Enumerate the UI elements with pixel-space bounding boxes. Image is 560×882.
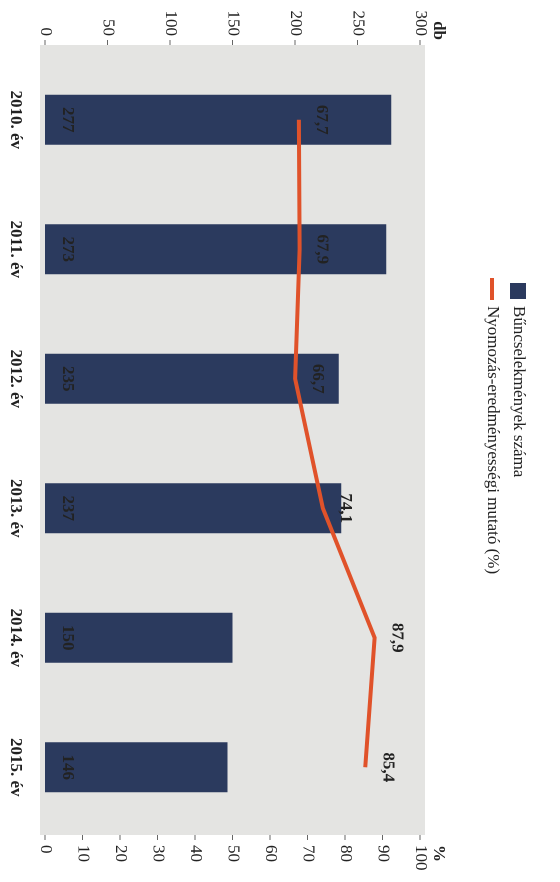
y2-tick-label: 60: [262, 845, 281, 862]
bar-value-label: 150: [59, 625, 78, 651]
rotated-chart: db % 0 50 100 150 200 250 300 0 10 20 30 40 50 60 70 80…: [7, 11, 529, 871]
y-tick-label: 200: [287, 11, 306, 37]
y2-tick-label: 90: [375, 845, 394, 862]
bar-value-label: 235: [59, 366, 78, 392]
bar: [45, 224, 387, 275]
legend-swatch: [510, 283, 526, 299]
line: [293, 119, 377, 768]
line-value-label: 67,7: [313, 105, 332, 135]
bar: [45, 483, 342, 534]
y-tick-label: 300: [412, 11, 431, 37]
line-value-label: 74,1: [337, 493, 356, 523]
line-value-label: 67,9: [314, 234, 333, 264]
x-tick-label: 2010. év: [7, 90, 26, 149]
y-tick-label: 50: [100, 19, 119, 36]
bar-value-label: 273: [59, 237, 78, 263]
bar-value-label: 146: [59, 755, 78, 781]
y2-tick-label: 10: [75, 845, 94, 862]
bar-value-label: 237: [59, 496, 78, 522]
y-axis-label: db: [430, 21, 449, 40]
y2-tick-label: 80: [337, 845, 356, 862]
y-tick-label: 100: [162, 11, 181, 37]
y2-tick-label: 20: [112, 845, 131, 862]
line-value-label: 85,4: [379, 752, 398, 782]
bar: [45, 742, 228, 793]
legend-label: Bűncselekmények száma: [510, 306, 529, 478]
legend-label: Nyomozás-eredményességi mutató (%): [484, 306, 503, 574]
bar: [45, 612, 233, 663]
x-tick-label: 2013. év: [7, 479, 26, 538]
y2-tick-label: 30: [150, 845, 169, 862]
bar: [45, 94, 392, 145]
y2-tick-label: 0: [37, 845, 56, 854]
x-tick-label: 2015. év: [7, 738, 26, 797]
y2-axis-label: %: [430, 845, 449, 862]
y2-tick-label: 40: [187, 845, 206, 862]
y-tick-label: 250: [350, 11, 369, 37]
bar-value-label: 277: [59, 107, 78, 133]
bar: [45, 353, 339, 404]
x-tick-label: 2012. év: [7, 349, 26, 408]
x-tick-label: 2014. év: [7, 608, 26, 667]
y2-tick-label: 100: [412, 845, 431, 871]
line-value-label: 87,9: [389, 623, 408, 653]
y-tick-label: 0: [37, 28, 56, 37]
y2-tick-label: 50: [225, 845, 244, 862]
x-tick-label: 2011. év: [7, 220, 26, 278]
line-value-label: 66,7: [309, 364, 328, 394]
y-tick-label: 150: [225, 11, 244, 37]
y2-tick-label: 70: [300, 845, 319, 862]
